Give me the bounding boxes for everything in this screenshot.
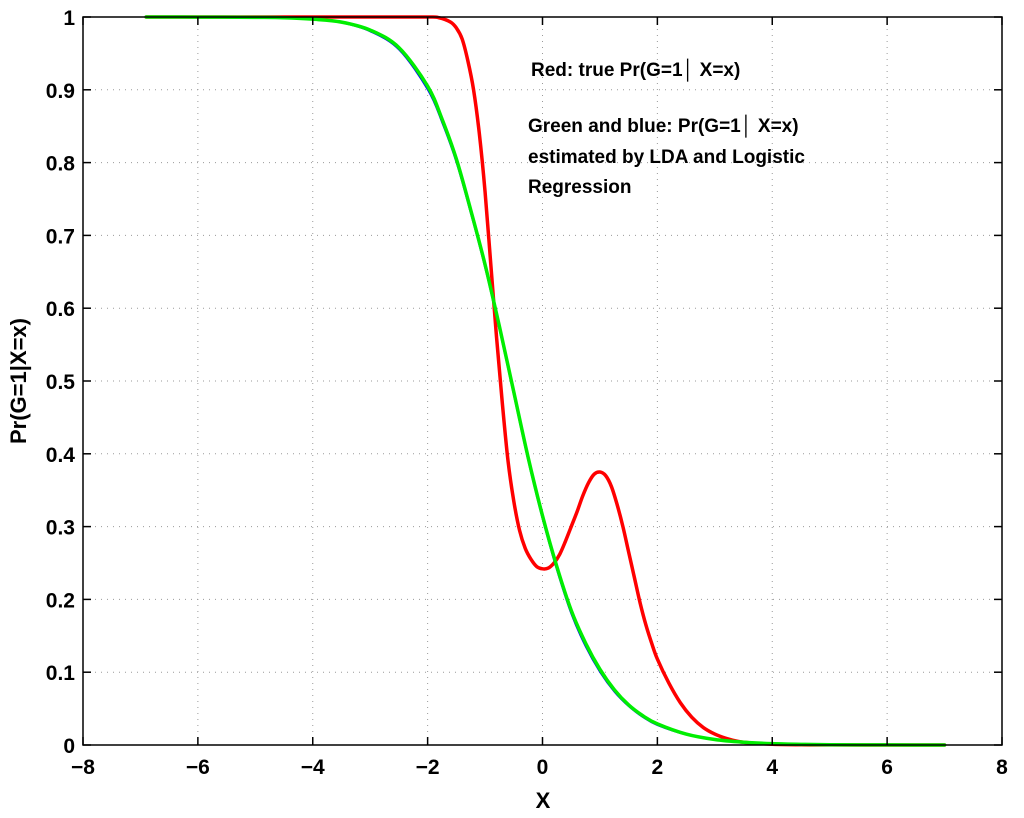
x-tick-label: 0 — [537, 756, 549, 779]
y-axis-label: Pr(G=1|X=x) — [6, 318, 31, 444]
series-line-green — [144, 15, 947, 747]
annotation-green-blue: Green and blue: Pr(G=1│ X=x) — [528, 114, 799, 138]
y-tick-label: 0.6 — [46, 298, 75, 321]
y-tick-label: 0.2 — [46, 589, 75, 612]
y-tick-label: 0.8 — [46, 153, 76, 176]
x-tick-labels: −8 −6 −4 −2 0 2 4 6 8 — [71, 756, 1008, 779]
y-tick-label: 0.9 — [46, 80, 75, 103]
annotation-red: Red: true Pr(G=1│ X=x) — [531, 58, 740, 82]
x-tick-label: −4 — [301, 756, 325, 779]
y-tick-label: 0.4 — [46, 444, 76, 467]
y-tick-label: 1 — [63, 7, 75, 30]
y-tick-label: 0.5 — [46, 371, 76, 394]
y-tick-label: 0.3 — [46, 517, 75, 540]
annotation-regression: Regression — [528, 177, 631, 198]
y-tick-labels: 0 0.1 0.2 0.3 0.4 0.5 0.6 0.7 0.8 0.9 1 — [46, 7, 76, 758]
x-tick-label: −6 — [186, 756, 210, 779]
tick-marks — [82, 16, 1003, 746]
y-tick-label: 0.1 — [46, 662, 76, 685]
x-tick-label: −8 — [71, 756, 95, 779]
y-tick-label: 0 — [63, 735, 75, 758]
x-tick-label: 4 — [766, 756, 778, 779]
gridlines — [83, 17, 1002, 745]
y-tick-label: 0.7 — [46, 225, 75, 248]
x-tick-label: 8 — [996, 756, 1008, 779]
annotation-estimated: estimated by LDA and Logistic — [528, 147, 805, 168]
series-line-true-red — [144, 15, 947, 747]
x-tick-label: 6 — [881, 756, 893, 779]
x-tick-label: −2 — [416, 756, 440, 779]
x-axis-label: X — [536, 788, 551, 813]
series-group — [144, 15, 947, 747]
x-tick-label: 2 — [652, 756, 664, 779]
